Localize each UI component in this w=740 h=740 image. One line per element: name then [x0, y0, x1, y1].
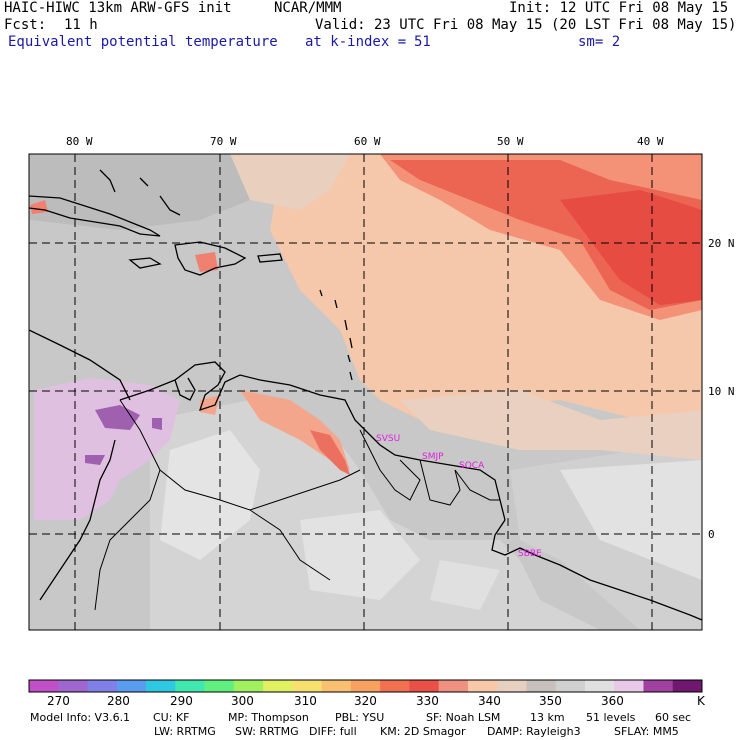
colorbar-swatch	[438, 680, 469, 692]
level-value: 51	[414, 34, 431, 50]
colorbar-swatch	[643, 680, 674, 692]
info-diff: DIFF: full	[309, 725, 357, 738]
cb-tick-270: 270	[47, 694, 70, 708]
lon-label-80w: 80 W	[66, 135, 93, 148]
cb-tick-310: 310	[294, 694, 317, 708]
cb-tick-330: 330	[416, 694, 439, 708]
info-pbl: PBL: YSU	[335, 711, 385, 724]
lat-label-10n: 10 N	[708, 385, 735, 398]
coastlines	[29, 169, 702, 621]
cb-tick-290: 290	[170, 694, 193, 708]
colorbar-swatch	[672, 680, 703, 692]
org-label: NCAR/MMM	[274, 0, 342, 16]
fcst-label: Fcst:	[4, 17, 47, 33]
country-borders	[94, 399, 500, 611]
info-sf: SF: Noah LSM	[426, 711, 501, 724]
level-label: at k-index =	[305, 34, 407, 50]
theta-e-field	[29, 154, 702, 630]
colorbar-swatch	[29, 680, 59, 692]
smoothing-label: sm= 2	[578, 34, 621, 50]
info-lw: LW: RRTMG	[154, 725, 216, 738]
info-levels: 51 levels	[586, 711, 636, 724]
cb-tick-350: 350	[539, 694, 562, 708]
lat-label-20n: 20 N	[708, 237, 735, 250]
colorbar-swatch	[263, 680, 293, 692]
init-time: Init: 12 UTC Fri 08 May 15	[509, 0, 729, 16]
info-km: KM: 2D Smagor	[380, 725, 466, 738]
info-timestep: 60 sec	[655, 711, 692, 724]
colorbar-swatch	[175, 680, 206, 692]
colorbar-swatch	[292, 680, 323, 692]
colorbar-swatch	[584, 680, 615, 692]
cb-tick-340: 340	[478, 694, 501, 708]
colorbar-swatch	[87, 680, 118, 692]
info-sw: SW: RRTMG	[235, 725, 299, 738]
info-damp: DAMP: Rayleigh3	[487, 725, 581, 738]
station-smjp: SMJP	[422, 452, 444, 462]
colorbar-swatch	[380, 680, 410, 692]
lon-label-60w: 60 W	[354, 135, 381, 148]
lon-label-40w: 40 W	[637, 135, 664, 148]
lon-label-70w: 70 W	[210, 135, 237, 148]
cb-unit: K	[697, 694, 705, 708]
colorbar-swatch	[467, 680, 498, 692]
colorbar-swatch	[58, 680, 89, 692]
colorbar	[28, 679, 703, 693]
colorbar-swatch	[146, 680, 176, 692]
colorbar-swatch	[350, 680, 381, 692]
colorbar-swatch	[614, 680, 644, 692]
colorbar-swatch	[555, 680, 586, 692]
colorbar-swatch	[497, 680, 527, 692]
info-cu: CU: KF	[153, 711, 190, 724]
colorbar-swatch	[321, 680, 352, 692]
info-sflay: SFLAY: MM5	[614, 725, 679, 738]
colorbar-swatch	[526, 680, 557, 692]
lon-label-50w: 50 W	[497, 135, 524, 148]
info-mp: MP: Thompson	[228, 711, 309, 724]
cb-tick-320: 320	[354, 694, 377, 708]
station-sbbe: SBBE	[518, 549, 542, 559]
colorbar-swatch	[409, 680, 440, 692]
field-name: Equivalent potential temperature	[8, 34, 278, 50]
colorbar-swatch	[116, 680, 147, 692]
cb-tick-300: 300	[231, 694, 254, 708]
valid-time: Valid: 23 UTC Fri 08 May 15 (20 LST Fri …	[315, 17, 737, 33]
cb-tick-360: 360	[601, 694, 624, 708]
map-frame	[28, 153, 703, 631]
model-title: HAIC-HIWC 13km ARW-GFS init	[4, 0, 232, 16]
station-svsu: SVSU	[376, 434, 400, 444]
graticule	[29, 154, 702, 630]
fcst-value: 11 h	[64, 17, 98, 33]
info-resolution: 13 km	[530, 711, 565, 724]
lat-label-0: 0	[708, 528, 715, 541]
info-version: Model Info: V3.6.1	[30, 711, 131, 724]
colorbar-swatch	[233, 680, 264, 692]
station-soca: SOCA	[459, 461, 485, 471]
cb-tick-280: 280	[107, 694, 130, 708]
colorbar-frame	[28, 679, 703, 693]
colorbar-swatch	[204, 680, 235, 692]
